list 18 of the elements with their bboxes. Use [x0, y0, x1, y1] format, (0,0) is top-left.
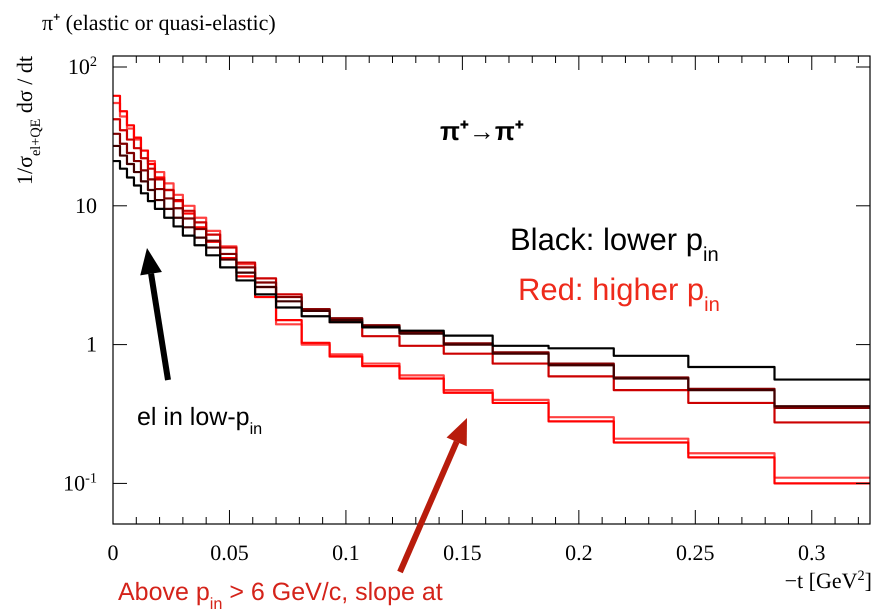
x-tick-label: 0.15: [443, 540, 482, 565]
y-tick-label: 10: [75, 192, 97, 218]
y-tick-label: 10$^{2}$: [68, 54, 97, 80]
chart-title: π⁺ (elastic or quasi-elastic): [42, 10, 276, 35]
x-tick-label: 0.05: [210, 540, 249, 565]
y-tick-label: 1: [86, 332, 97, 357]
text: Above p$_{in}$ > 6 GeV/c, slope at: [118, 578, 443, 609]
y-tick-label: 10$^{-1}$: [63, 470, 97, 496]
x-axis-title: −t [GeV$^{2}$]: [784, 568, 872, 593]
annotation: Black: lower p$_{in}$: [510, 222, 719, 266]
annotation: Red: higher p$_{in}$: [518, 272, 720, 316]
annotation: π⁺→π⁺: [440, 116, 524, 146]
x-tick-label: 0.25: [676, 540, 715, 565]
x-tick-label: 0.2: [565, 540, 593, 565]
x-tick-label: 0.1: [332, 540, 360, 565]
annotation: el in low-p$_{in}$: [137, 403, 262, 438]
x-tick-label: 0.3: [798, 540, 826, 565]
x-tick-label: 0: [108, 540, 118, 565]
